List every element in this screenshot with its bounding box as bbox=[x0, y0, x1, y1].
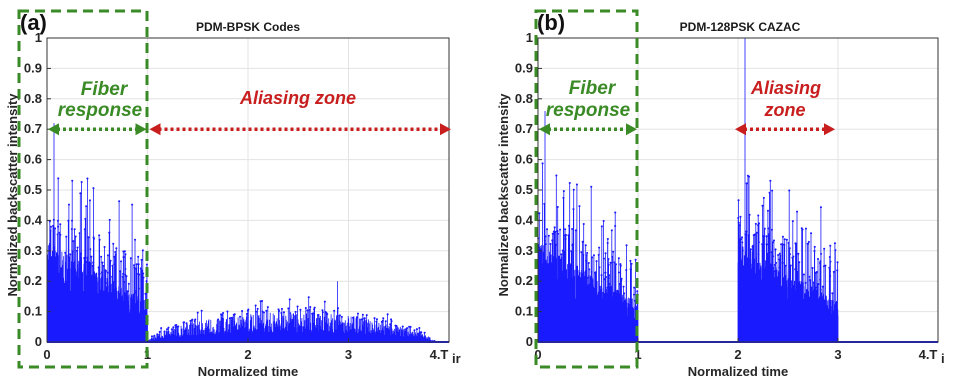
fiber-response-box bbox=[17, 9, 149, 369]
panel-a-title: PDM-BPSK Codes bbox=[196, 20, 300, 34]
fiber-response-arrow-head-left bbox=[539, 123, 550, 136]
y-tick-label: 0.8 bbox=[515, 91, 533, 106]
y-tick-label: 0.5 bbox=[24, 182, 42, 197]
y-tick-label: 0.2 bbox=[24, 273, 42, 288]
y-tick-label: 0.1 bbox=[515, 304, 533, 319]
panel-a-aliasing-label: Aliasing zone bbox=[239, 88, 356, 108]
panel-b-y-axis-label: Normalized backscatter intensity bbox=[496, 93, 511, 297]
fiber-response-arrow-head-left bbox=[48, 123, 59, 136]
y-tick-label: 0.4 bbox=[24, 212, 43, 227]
panel-a-fiber-label: Fiber bbox=[81, 79, 129, 100]
aliasing-zone-arrow-head-right bbox=[824, 123, 835, 136]
y-tick-label: 0.8 bbox=[24, 91, 42, 106]
fiber-response-arrow-head-right bbox=[626, 123, 637, 136]
y-tick-label: 1 bbox=[526, 30, 533, 45]
panel-b-fiber-label-line2: response bbox=[546, 100, 631, 121]
y-tick-label: 0.3 bbox=[515, 243, 533, 258]
panel-a: 00.10.20.30.40.50.60.70.80.91 0 1 2 3 4.T ir … bbox=[5, 9, 461, 379]
x-tick-label: 4.T bbox=[919, 347, 938, 362]
aliasing-zone-arrow-head-left bbox=[735, 123, 746, 136]
y-tick-label: 0.6 bbox=[24, 152, 42, 167]
x-tick-label: 1 bbox=[634, 347, 641, 362]
x-tick-label: 0 bbox=[534, 347, 541, 362]
panel-b-annotations: Fiber response Aliasing zone bbox=[534, 9, 835, 369]
panel-a-y-ticks: 0 0.1 0.2 0.3 0.4 0.5 0.6 0.7 0.8 0.9 1 bbox=[24, 30, 51, 349]
y-tick-label: 0.9 bbox=[515, 60, 533, 75]
x-tick-label: 2 bbox=[734, 347, 741, 362]
y-tick-label: 1 bbox=[35, 30, 42, 45]
aliasing-zone-arrow-head-left bbox=[149, 123, 161, 136]
y-tick-label: 0.1 bbox=[24, 304, 42, 319]
y-tick-label: 0.6 bbox=[515, 152, 533, 167]
aliasing-zone-arrow bbox=[149, 123, 451, 136]
fiber-response-arrow bbox=[48, 123, 147, 136]
panel-a-x-axis-label: Normalized time bbox=[198, 364, 298, 379]
fiber-response-arrow bbox=[539, 123, 637, 136]
panel-a-annotations: Fiber response Aliasing zone bbox=[17, 9, 451, 369]
fiber-response-box bbox=[534, 9, 639, 369]
panel-a-y-axis-label: Normalized backscatter intensity bbox=[5, 93, 20, 297]
panel-b-aliasing-label: Aliasing bbox=[750, 78, 821, 98]
panel-b-x-ticks: 0 1 2 3 4.T i bbox=[534, 338, 945, 366]
y-tick-label: 0.2 bbox=[515, 273, 533, 288]
panel-a-tag: (a) bbox=[20, 10, 47, 35]
panel-b-title: PDM-128PSK CAZAC bbox=[680, 20, 801, 34]
x-tick-subscript: ir bbox=[452, 351, 461, 366]
y-tick-label: 0.9 bbox=[24, 60, 42, 75]
x-tick-label: 3 bbox=[345, 347, 352, 362]
aliasing-zone-arrow-head-right bbox=[440, 123, 451, 136]
y-tick-label: 0.3 bbox=[24, 243, 42, 258]
x-tick-label: 4.T bbox=[430, 347, 449, 362]
y-tick-label: 0 bbox=[526, 334, 533, 349]
signal-markers bbox=[48, 177, 446, 343]
panel-b-fiber-label: Fiber bbox=[569, 78, 617, 99]
x-tick-subscript: i bbox=[941, 351, 945, 366]
panel-b-y-ticks: 0 0.1 0.2 0.3 0.4 0.5 0.6 0.7 0.8 0.9 1 bbox=[515, 30, 542, 349]
x-tick-label: 3 bbox=[834, 347, 841, 362]
y-tick-label: 0 bbox=[35, 334, 42, 349]
y-tick-label: 0.5 bbox=[515, 182, 533, 197]
panel-a-fiber-label-line2: response bbox=[58, 100, 143, 121]
fiber-response-arrow-head-right bbox=[135, 123, 147, 136]
y-tick-label: 0.7 bbox=[515, 121, 533, 136]
x-tick-label: 2 bbox=[244, 347, 251, 362]
panel-b-aliasing-label-line2: zone bbox=[763, 100, 805, 120]
panel-b-tag: (b) bbox=[537, 10, 565, 35]
y-tick-label: 0.7 bbox=[24, 121, 42, 136]
x-tick-label: 0 bbox=[43, 347, 50, 362]
aliasing-zone-arrow bbox=[735, 123, 835, 136]
panel-b-x-axis-label: Normalized time bbox=[688, 364, 788, 379]
panel-b: 0 0.1 0.2 0.3 0.4 0.5 0.6 0.7 0.8 0.9 1 0 1 2 3 4.T i P… bbox=[496, 9, 945, 379]
y-tick-label: 0.4 bbox=[515, 212, 534, 227]
